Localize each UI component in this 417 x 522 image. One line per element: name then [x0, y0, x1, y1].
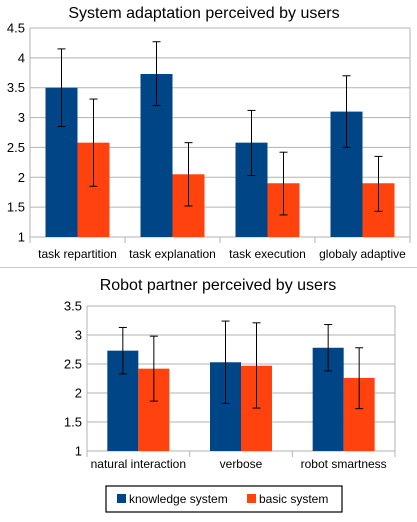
y-tick-label: 1	[75, 444, 82, 459]
y-tick-label: 1	[18, 230, 25, 245]
legend-label-knowledge: knowledge system	[129, 492, 228, 506]
x-category-label: task explanation	[129, 247, 216, 261]
chart-system-adaptation: System adaptation perceived by users 1 1.…	[7, 5, 411, 261]
y-tick-label: 3	[75, 328, 82, 343]
legend-label-basic: basic system	[259, 492, 328, 506]
x-category-label: task repartition	[38, 247, 117, 261]
legend: knowledge system basic system	[105, 485, 343, 513]
y-tick-label: 2	[18, 170, 25, 185]
y-tick-label: 2.5	[64, 357, 82, 372]
y-tick-label: 2.5	[7, 140, 25, 155]
chart-title: Robot partner perceived by users	[100, 277, 337, 294]
x-category-label: robot smartness	[301, 457, 387, 471]
legend-swatch-basic	[247, 494, 256, 503]
legend-box	[105, 485, 343, 513]
y-tick-label: 3	[18, 110, 25, 125]
legend-swatch-knowledge	[117, 494, 126, 503]
chart-robot-partner: Robot partner perceived by users 1 1.5 2 2.…	[64, 277, 396, 471]
y-tick-label: 4	[18, 50, 25, 65]
x-category-label: task execution	[229, 247, 306, 261]
x-category-label: globaly adaptive	[319, 247, 406, 261]
y-tick-label: 3.5	[64, 299, 82, 314]
chart-title: System adaptation perceived by users	[68, 5, 339, 22]
y-tick-label: 1.5	[64, 415, 82, 430]
y-tick-label: 2	[75, 386, 82, 401]
y-tick-label: 3.5	[7, 80, 25, 95]
x-category-label: verbose	[220, 457, 263, 471]
y-tick-label: 1.5	[7, 200, 25, 215]
x-category-label: natural interaction	[91, 457, 186, 471]
y-tick-label: 4.5	[7, 21, 25, 36]
